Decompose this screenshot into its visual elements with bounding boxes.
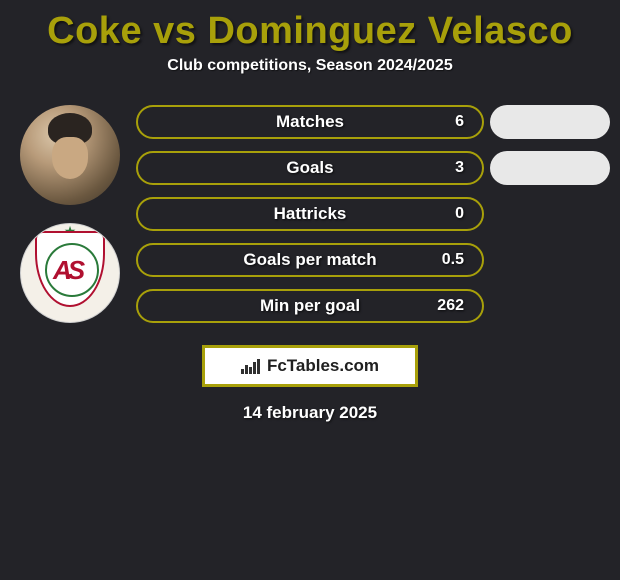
club-badge-avatar: ★ AS (20, 223, 120, 323)
stat-right-value: 0 (432, 205, 464, 223)
stat-right-value: 6 (432, 113, 464, 131)
badge-letters: AS (53, 255, 81, 286)
stat-row-matches: Matches 6 (136, 105, 484, 139)
badge-shield: AS (35, 231, 105, 307)
stat-row-goals-per-match: Goals per match 0.5 (136, 243, 484, 277)
stats-column: Matches 6 Goals 3 Hattricks 0 Goals per … (130, 95, 490, 323)
fctables-logo-text: FcTables.com (267, 356, 379, 376)
date-text: 14 february 2025 (0, 403, 620, 423)
stat-label: Goals (286, 158, 333, 178)
stat-right-value: 262 (432, 297, 464, 315)
page-title: Coke vs Dominguez Velasco (0, 0, 620, 57)
stat-label: Matches (276, 112, 344, 132)
badge-shield-wrap: ★ AS (35, 231, 105, 315)
stat-right-value: 0.5 (432, 251, 464, 269)
stat-label: Min per goal (260, 296, 360, 316)
stat-row-hattricks: Hattricks 0 (136, 197, 484, 231)
right-pill (490, 151, 610, 185)
player-avatar-coke (20, 105, 120, 205)
avatars-column: ★ AS (10, 95, 130, 323)
stat-label: Hattricks (274, 204, 347, 224)
bar-chart-icon (241, 358, 261, 374)
stat-row-min-per-goal: Min per goal 262 (136, 289, 484, 323)
right-pill (490, 105, 610, 139)
stat-row-goals: Goals 3 (136, 151, 484, 185)
content-row: ★ AS Matches 6 Goals 3 Hattricks 0 Goals… (0, 95, 620, 323)
page-subtitle: Club competitions, Season 2024/2025 (0, 57, 620, 95)
right-pills-column (490, 95, 610, 185)
fctables-logo-box: FcTables.com (202, 345, 418, 387)
stat-right-value: 3 (432, 159, 464, 177)
stat-label: Goals per match (243, 250, 376, 270)
